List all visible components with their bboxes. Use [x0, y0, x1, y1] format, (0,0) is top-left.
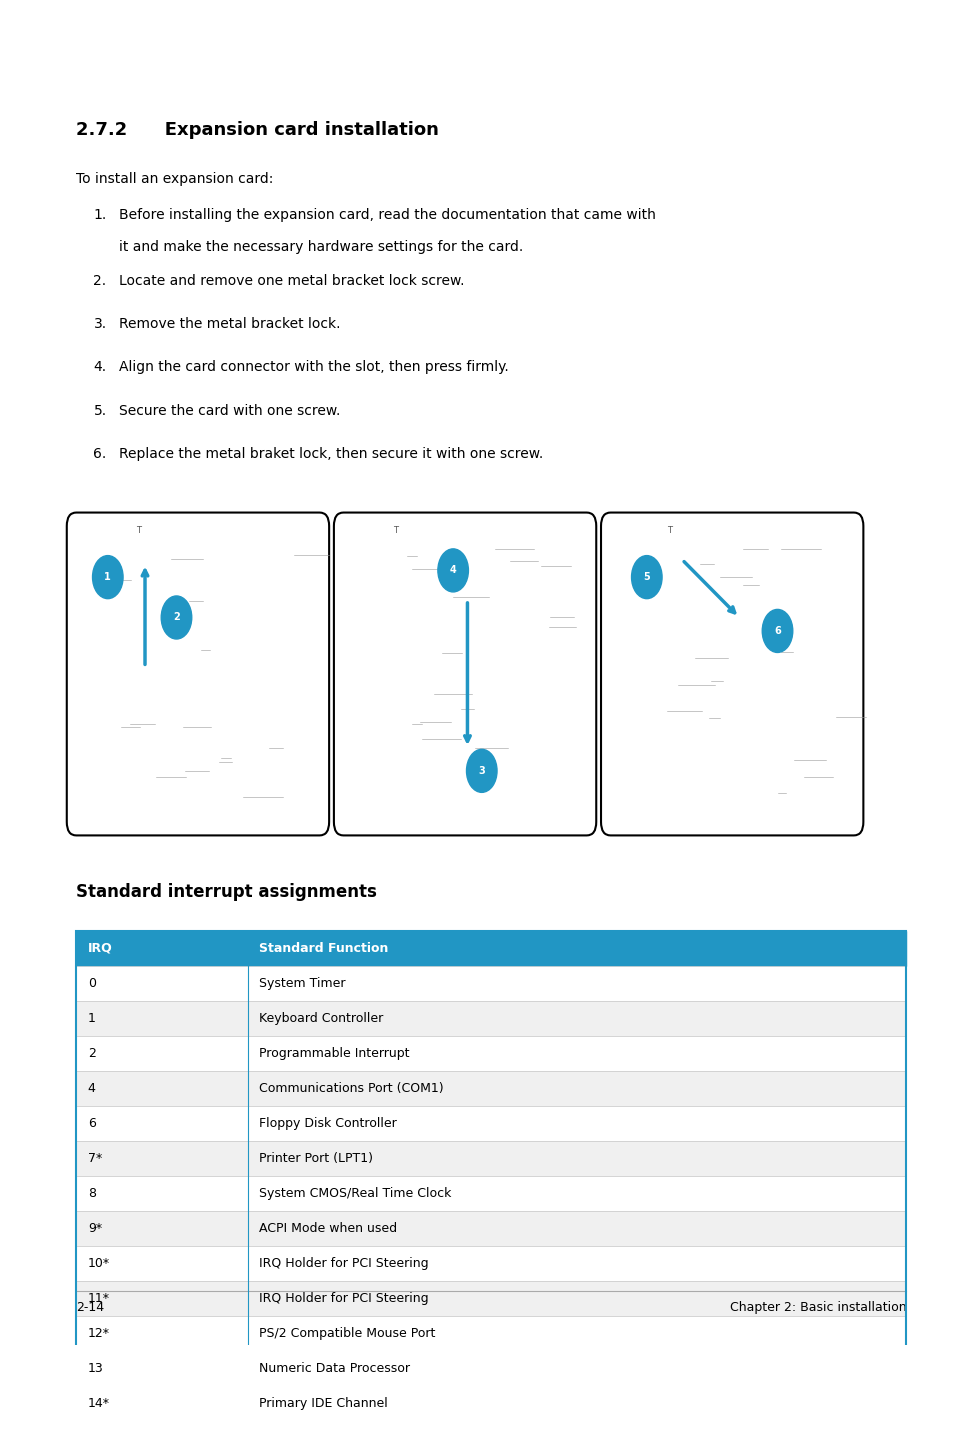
Bar: [76, 1350, 905, 1386]
Text: T: T: [135, 525, 141, 535]
Bar: [76, 1245, 905, 1281]
Bar: [76, 1035, 905, 1071]
Text: 8: 8: [88, 1186, 95, 1199]
Bar: [76, 966, 905, 1001]
Text: 0: 0: [88, 976, 95, 989]
Circle shape: [761, 610, 792, 653]
Bar: [76, 1140, 905, 1176]
Text: Primary IDE Channel: Primary IDE Channel: [259, 1396, 388, 1409]
Text: IRQ: IRQ: [88, 942, 112, 955]
Text: System Timer: System Timer: [259, 976, 346, 989]
Text: Secure the card with one screw.: Secure the card with one screw.: [119, 404, 340, 417]
Bar: [76, 1211, 905, 1245]
Bar: [76, 930, 905, 1421]
Text: 3: 3: [477, 766, 485, 777]
Text: 1: 1: [104, 572, 112, 582]
Text: 6: 6: [773, 626, 781, 636]
Text: Numeric Data Processor: Numeric Data Processor: [259, 1362, 410, 1375]
Circle shape: [161, 595, 192, 638]
Bar: [76, 1176, 905, 1211]
FancyBboxPatch shape: [67, 512, 329, 835]
Text: Align the card connector with the slot, then press firmly.: Align the card connector with the slot, …: [119, 361, 509, 374]
Circle shape: [92, 555, 123, 598]
Text: 3.: 3.: [93, 316, 107, 331]
Bar: [76, 1071, 905, 1106]
Text: T: T: [666, 525, 672, 535]
Bar: [76, 1106, 905, 1140]
Text: Remove the metal bracket lock.: Remove the metal bracket lock.: [119, 316, 340, 331]
Bar: [76, 930, 905, 966]
Text: 5.: 5.: [93, 404, 107, 417]
Bar: [76, 1281, 905, 1316]
Text: Printer Port (LPT1): Printer Port (LPT1): [259, 1152, 373, 1165]
Text: ACPI Mode when used: ACPI Mode when used: [259, 1222, 397, 1235]
Text: Standard Function: Standard Function: [259, 942, 389, 955]
Text: 2.7.2      Expansion card installation: 2.7.2 Expansion card installation: [76, 121, 438, 139]
Bar: [76, 1386, 905, 1421]
Text: 6.: 6.: [93, 447, 107, 462]
Text: 10*: 10*: [88, 1257, 110, 1270]
Text: 2: 2: [88, 1047, 95, 1060]
Text: 12*: 12*: [88, 1327, 110, 1340]
Text: 13: 13: [88, 1362, 104, 1375]
Text: 2-14: 2-14: [76, 1301, 104, 1314]
Text: Locate and remove one metal bracket lock screw.: Locate and remove one metal bracket lock…: [119, 273, 464, 288]
Text: 11*: 11*: [88, 1291, 110, 1304]
Text: Floppy Disk Controller: Floppy Disk Controller: [259, 1117, 396, 1130]
Text: IRQ Holder for PCI Steering: IRQ Holder for PCI Steering: [259, 1291, 429, 1304]
Text: Keyboard Controller: Keyboard Controller: [259, 1012, 383, 1025]
Text: To install an expansion card:: To install an expansion card:: [76, 173, 274, 186]
Text: 5: 5: [642, 572, 650, 582]
Text: 4.: 4.: [93, 361, 107, 374]
Text: 4: 4: [88, 1081, 95, 1094]
Text: Standard interrupt assignments: Standard interrupt assignments: [76, 883, 376, 900]
Text: Before installing the expansion card, read the documentation that came with: Before installing the expansion card, re…: [119, 207, 656, 221]
Text: 6: 6: [88, 1117, 95, 1130]
Text: 7*: 7*: [88, 1152, 102, 1165]
Circle shape: [466, 749, 497, 792]
FancyBboxPatch shape: [600, 512, 862, 835]
Text: 1: 1: [88, 1012, 95, 1025]
Text: Chapter 2: Basic installation: Chapter 2: Basic installation: [729, 1301, 905, 1314]
Text: System CMOS/Real Time Clock: System CMOS/Real Time Clock: [259, 1186, 452, 1199]
FancyBboxPatch shape: [334, 512, 596, 835]
Text: 2.: 2.: [93, 273, 107, 288]
Text: 1.: 1.: [93, 207, 107, 221]
Text: 9*: 9*: [88, 1222, 102, 1235]
Text: 14*: 14*: [88, 1396, 110, 1409]
Text: 2: 2: [172, 613, 180, 623]
Text: IRQ Holder for PCI Steering: IRQ Holder for PCI Steering: [259, 1257, 429, 1270]
Circle shape: [631, 555, 661, 598]
Bar: [76, 1316, 905, 1350]
Text: it and make the necessary hardware settings for the card.: it and make the necessary hardware setti…: [119, 240, 523, 253]
Text: 4: 4: [449, 565, 456, 575]
Text: Replace the metal braket lock, then secure it with one screw.: Replace the metal braket lock, then secu…: [119, 447, 543, 462]
Text: Programmable Interrupt: Programmable Interrupt: [259, 1047, 410, 1060]
Text: Communications Port (COM1): Communications Port (COM1): [259, 1081, 444, 1094]
Text: PS/2 Compatible Mouse Port: PS/2 Compatible Mouse Port: [259, 1327, 436, 1340]
Bar: [76, 1001, 905, 1035]
Text: T: T: [393, 525, 398, 535]
Circle shape: [437, 549, 468, 592]
